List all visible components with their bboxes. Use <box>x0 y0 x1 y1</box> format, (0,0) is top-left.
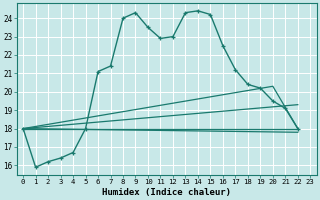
X-axis label: Humidex (Indice chaleur): Humidex (Indice chaleur) <box>102 188 231 197</box>
